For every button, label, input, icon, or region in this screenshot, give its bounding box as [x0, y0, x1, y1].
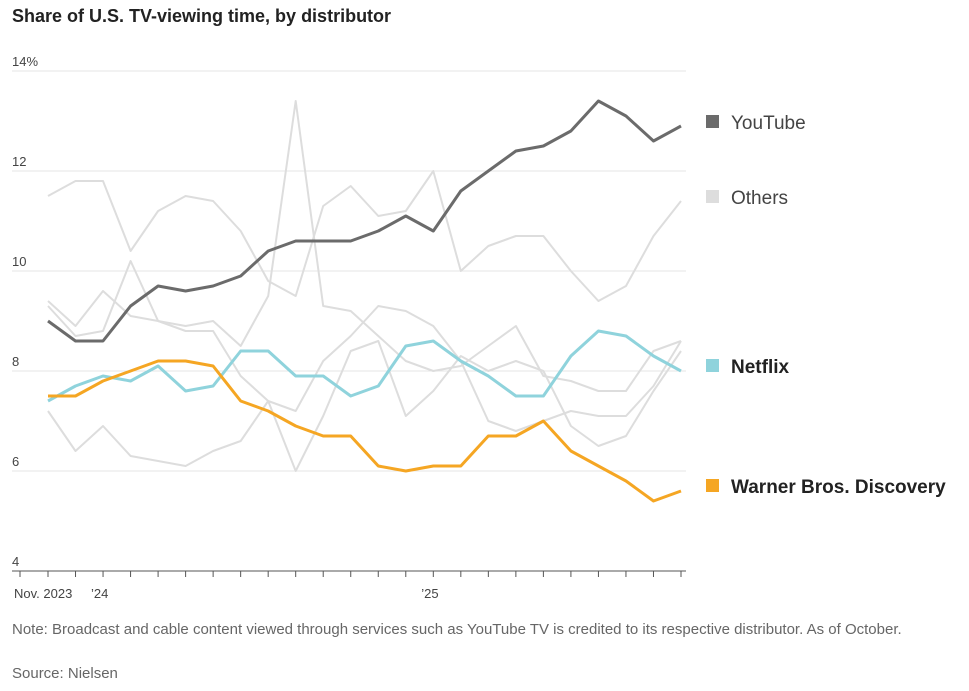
series-line-others	[47, 170, 682, 302]
series-line-netflix	[47, 329, 682, 403]
legend-swatch	[706, 479, 719, 492]
y-tick-label: 14%	[12, 54, 38, 69]
series-lines	[47, 99, 682, 503]
y-tick-label: 4	[12, 554, 19, 569]
legend-swatch	[706, 359, 719, 372]
y-tick-label: 10	[12, 254, 26, 269]
series-line-others	[47, 100, 682, 392]
line-chart: 4 6 8 10 12 14% Nov. 2023 ’24 ’25 YouTube Others…	[12, 54, 946, 601]
chart-source: Source: Nielsen	[12, 665, 118, 682]
series-line-warner-bros-discovery	[48, 359, 682, 503]
y-tick-label: 8	[12, 354, 19, 369]
gridlines	[12, 70, 686, 472]
legend: YouTube Others Netflix Warner Bros. Discove…	[706, 113, 946, 498]
legend-label: Others	[731, 188, 788, 209]
legend-label: Netflix	[731, 357, 790, 378]
legend-swatch	[706, 115, 719, 128]
y-tick-label: 6	[12, 454, 19, 469]
series-line-youtube	[47, 99, 682, 343]
x-tick-label: Nov. 2023	[14, 586, 72, 601]
chart-note: Note: Broadcast and cable content viewed…	[12, 621, 902, 638]
others-lines	[47, 100, 682, 472]
x-tick-label: ’24	[91, 586, 108, 601]
legend-label: YouTube	[731, 113, 806, 134]
chart-title: Share of U.S. TV-viewing time, by distri…	[12, 6, 392, 26]
series-line-others	[47, 260, 682, 432]
y-axis-ticks: 4 6 8 10 12 14%	[12, 54, 38, 569]
legend-swatch	[706, 190, 719, 203]
x-axis: Nov. 2023 ’24 ’25	[12, 570, 686, 601]
y-tick-label: 12	[12, 154, 26, 169]
series-line-others	[47, 340, 682, 472]
legend-label: Warner Bros. Discovery	[731, 477, 946, 498]
x-tick-label: ’25	[421, 586, 438, 601]
